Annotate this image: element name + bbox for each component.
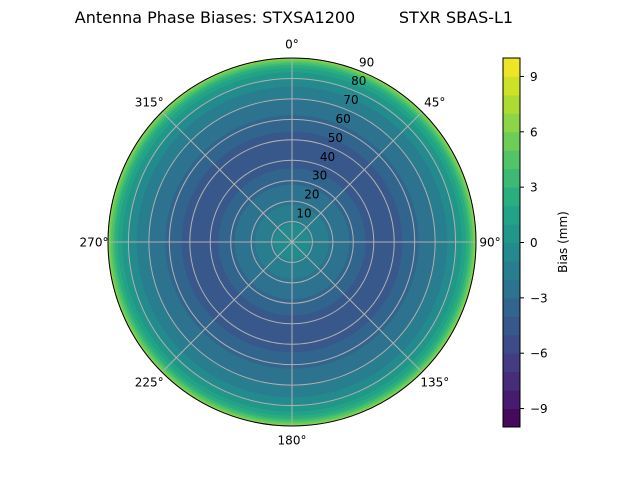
colorbar-swatch: [503, 58, 520, 77]
angular-gridline: [161, 241, 293, 373]
angle-label: 0°: [285, 38, 299, 52]
colorbar-swatch: [503, 94, 520, 114]
polar-frame: [107, 57, 477, 427]
angular-gridline: [161, 111, 293, 243]
colorbar-tick-label: 0: [530, 236, 538, 250]
colorbar-swatch: [503, 353, 520, 373]
colorbar-swatch: [503, 76, 520, 96]
angular-gridline: [291, 111, 423, 243]
angle-label: 135°: [420, 376, 449, 390]
radial-tick-label: 20: [304, 188, 319, 202]
colorbar-swatch: [503, 334, 520, 354]
radial-tick-label: 50: [328, 131, 343, 145]
colorbar-swatch: [503, 168, 520, 188]
angle-label: 90°: [479, 236, 500, 250]
angle-label: 180°: [278, 434, 307, 448]
colorbar-label: Bias (mm): [556, 211, 570, 273]
colorbar-tick-label: 6: [530, 125, 538, 139]
radial-tick-label: 10: [296, 206, 311, 220]
colorbar-swatch: [503, 242, 520, 262]
angular-gridline: [291, 241, 423, 373]
angle-labels: 0° 45° 90° 135° 180° 225° 270° 315°: [80, 38, 501, 448]
colorbar-swatch: [503, 187, 520, 207]
radial-tick-label: 80: [351, 74, 366, 88]
colorbar-swatch: [503, 131, 520, 151]
angle-label: 45°: [424, 95, 445, 109]
colorbar: −9 −6 −3 0 3 6 9: [502, 57, 548, 428]
polar-grid: [107, 57, 477, 427]
colorbar-swatch: [503, 279, 520, 299]
angle-label: 270°: [80, 236, 109, 250]
colorbar-swatch: [503, 113, 520, 133]
colorbar-swatch: [503, 408, 520, 428]
radial-tick-label: 60: [336, 112, 351, 126]
colorbar-tick-label: −3: [530, 291, 548, 305]
colorbar-tick-label: −9: [530, 402, 548, 416]
radial-tick-label: 70: [343, 93, 358, 107]
colorbar-swatch: [503, 150, 520, 170]
angle-label: 315°: [135, 95, 164, 109]
colorbar-swatch: [503, 390, 520, 410]
colorbar-swatch: [503, 260, 520, 280]
radial-tick-label: 40: [320, 150, 335, 164]
radial-labels: 10 20 30 40 50 60 70 80 90: [296, 55, 374, 220]
colorbar-swatch: [503, 297, 520, 317]
colorbar-swatch: [503, 205, 520, 225]
colorbar-tick-label: 3: [530, 181, 538, 195]
angle-label: 225°: [135, 376, 164, 390]
colorbar-swatch: [503, 316, 520, 336]
colorbar-swatch: [503, 371, 520, 391]
colorbar-swatch: [503, 224, 520, 243]
colorbar-tick-label: 9: [530, 70, 538, 84]
chart-title-right: STXR SBAS-L1: [399, 8, 513, 27]
chart-title-left: Antenna Phase Biases: STXSA1200: [75, 8, 355, 27]
radial-tick-label: 90: [359, 55, 374, 69]
radial-tick-label: 30: [312, 169, 327, 183]
colorbar-tick-label: −6: [530, 347, 548, 361]
